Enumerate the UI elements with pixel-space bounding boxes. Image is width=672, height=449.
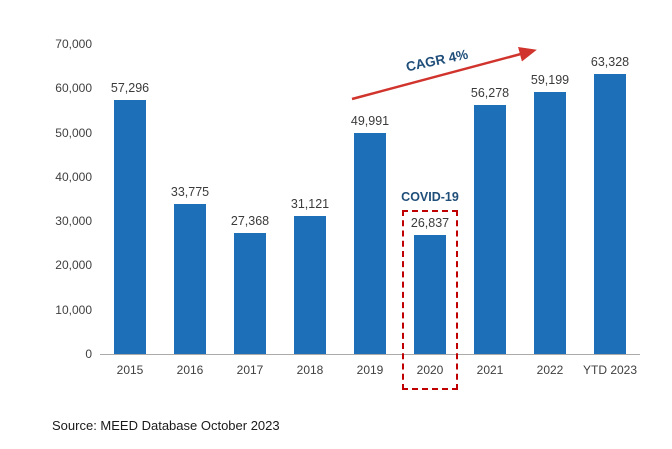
bar-value-label: 31,121 [290,197,330,212]
x-axis-label: 2016 [176,363,204,377]
bar-2017 [234,232,266,354]
bar-value-label: 26,837 [410,216,450,231]
x-axis: 2015 2016 2017 2018 2019 2020 2021 2022 YTD 2023 [100,354,640,377]
x-axis-label: 2022 [536,363,564,377]
bar-value-label: 33,775 [170,185,210,200]
y-axis: 0 10,000 20,000 30,000 40,000 50,000 60,000 70,… [4,37,92,361]
chart: 0 10,000 20,000 30,000 40,000 50,000 60,000 70,… [55,37,640,390]
bar-slot: 26,837 [400,45,460,354]
y-tick-label: 10,000 [55,302,92,317]
bar-value-label: 56,278 [470,85,510,100]
bar-value-label: 27,368 [230,213,270,228]
bar-slot: 56,278 [460,45,520,354]
bar-YTD 2023 [594,73,626,354]
source-note: Source: MEED Database October 2023 [52,418,280,433]
bar-2018 [294,216,326,354]
y-tick-label: 70,000 [55,37,92,51]
y-tick-label: 0 [85,347,92,361]
bars-row: 57,296 33,775 27,368 31,121 49,991 26,837 56,2… [100,45,640,354]
x-axis-label: 2021 [476,363,504,377]
x-axis-label: 2015 [116,363,144,377]
bar-2015 [114,100,146,354]
y-tick-label: 40,000 [55,169,92,184]
bar-slot: 49,991 [340,45,400,354]
x-axis-label: 2017 [236,363,264,377]
bar-slot: 63,328 [580,45,640,354]
bar-slot: 57,296 [100,45,160,354]
bar-value-label: 63,328 [590,54,630,69]
bar-2021 [474,104,506,354]
bar-2016 [174,204,206,354]
x-axis-label: 2018 [296,363,324,377]
bar-slot: 31,121 [280,45,340,354]
x-axis-label: 2020 [416,363,444,377]
bar-value-label: 57,296 [110,81,150,96]
x-axis-label: YTD 2023 [582,363,638,377]
x-axis-label: 2019 [356,363,384,377]
bar-slot: 33,775 [160,45,220,354]
y-tick-label: 50,000 [55,125,92,140]
bar-value-label: 59,199 [530,72,570,87]
y-tick-label: 30,000 [55,214,92,229]
bar-value-label: 49,991 [350,113,390,128]
bar-slot: 27,368 [220,45,280,354]
bar-2022 [534,91,566,354]
bar-2019 [354,132,386,354]
bar-2020 [414,235,446,354]
y-tick-label: 60,000 [55,81,92,96]
bar-slot: 59,199 [520,45,580,354]
y-tick-label: 20,000 [55,258,92,273]
